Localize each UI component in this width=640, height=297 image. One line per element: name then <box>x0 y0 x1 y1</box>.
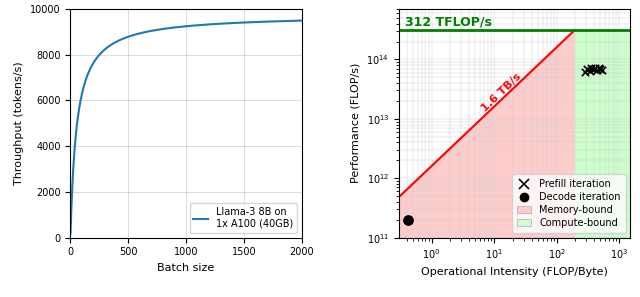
Point <box>590 66 600 71</box>
Point <box>588 67 598 72</box>
Point <box>579 69 589 74</box>
Point <box>593 66 604 70</box>
Legend: Llama-3 8B on
1x A100 (40GB): Llama-3 8B on 1x A100 (40GB) <box>189 203 297 233</box>
Point <box>403 217 413 222</box>
Y-axis label: Throughput (tokens/s): Throughput (tokens/s) <box>15 61 24 185</box>
Legend: Prefill iteration, Decode iteration, Memory-bound, Compute-bound: Prefill iteration, Decode iteration, Mem… <box>512 174 625 233</box>
Point <box>585 68 595 73</box>
Point <box>595 67 605 71</box>
Polygon shape <box>399 30 575 238</box>
Point <box>582 66 593 71</box>
Point <box>586 65 596 70</box>
Polygon shape <box>575 30 630 238</box>
Point <box>596 67 607 72</box>
Point <box>592 68 602 72</box>
X-axis label: Batch size: Batch size <box>157 263 215 273</box>
Text: 1.6 TB/s: 1.6 TB/s <box>480 72 524 114</box>
Text: 312 TFLOP/s: 312 TFLOP/s <box>405 15 492 28</box>
X-axis label: Operational Intensity (FLOP/Byte): Operational Intensity (FLOP/Byte) <box>421 267 608 277</box>
Y-axis label: Performance (FLOP/s): Performance (FLOP/s) <box>351 63 361 184</box>
